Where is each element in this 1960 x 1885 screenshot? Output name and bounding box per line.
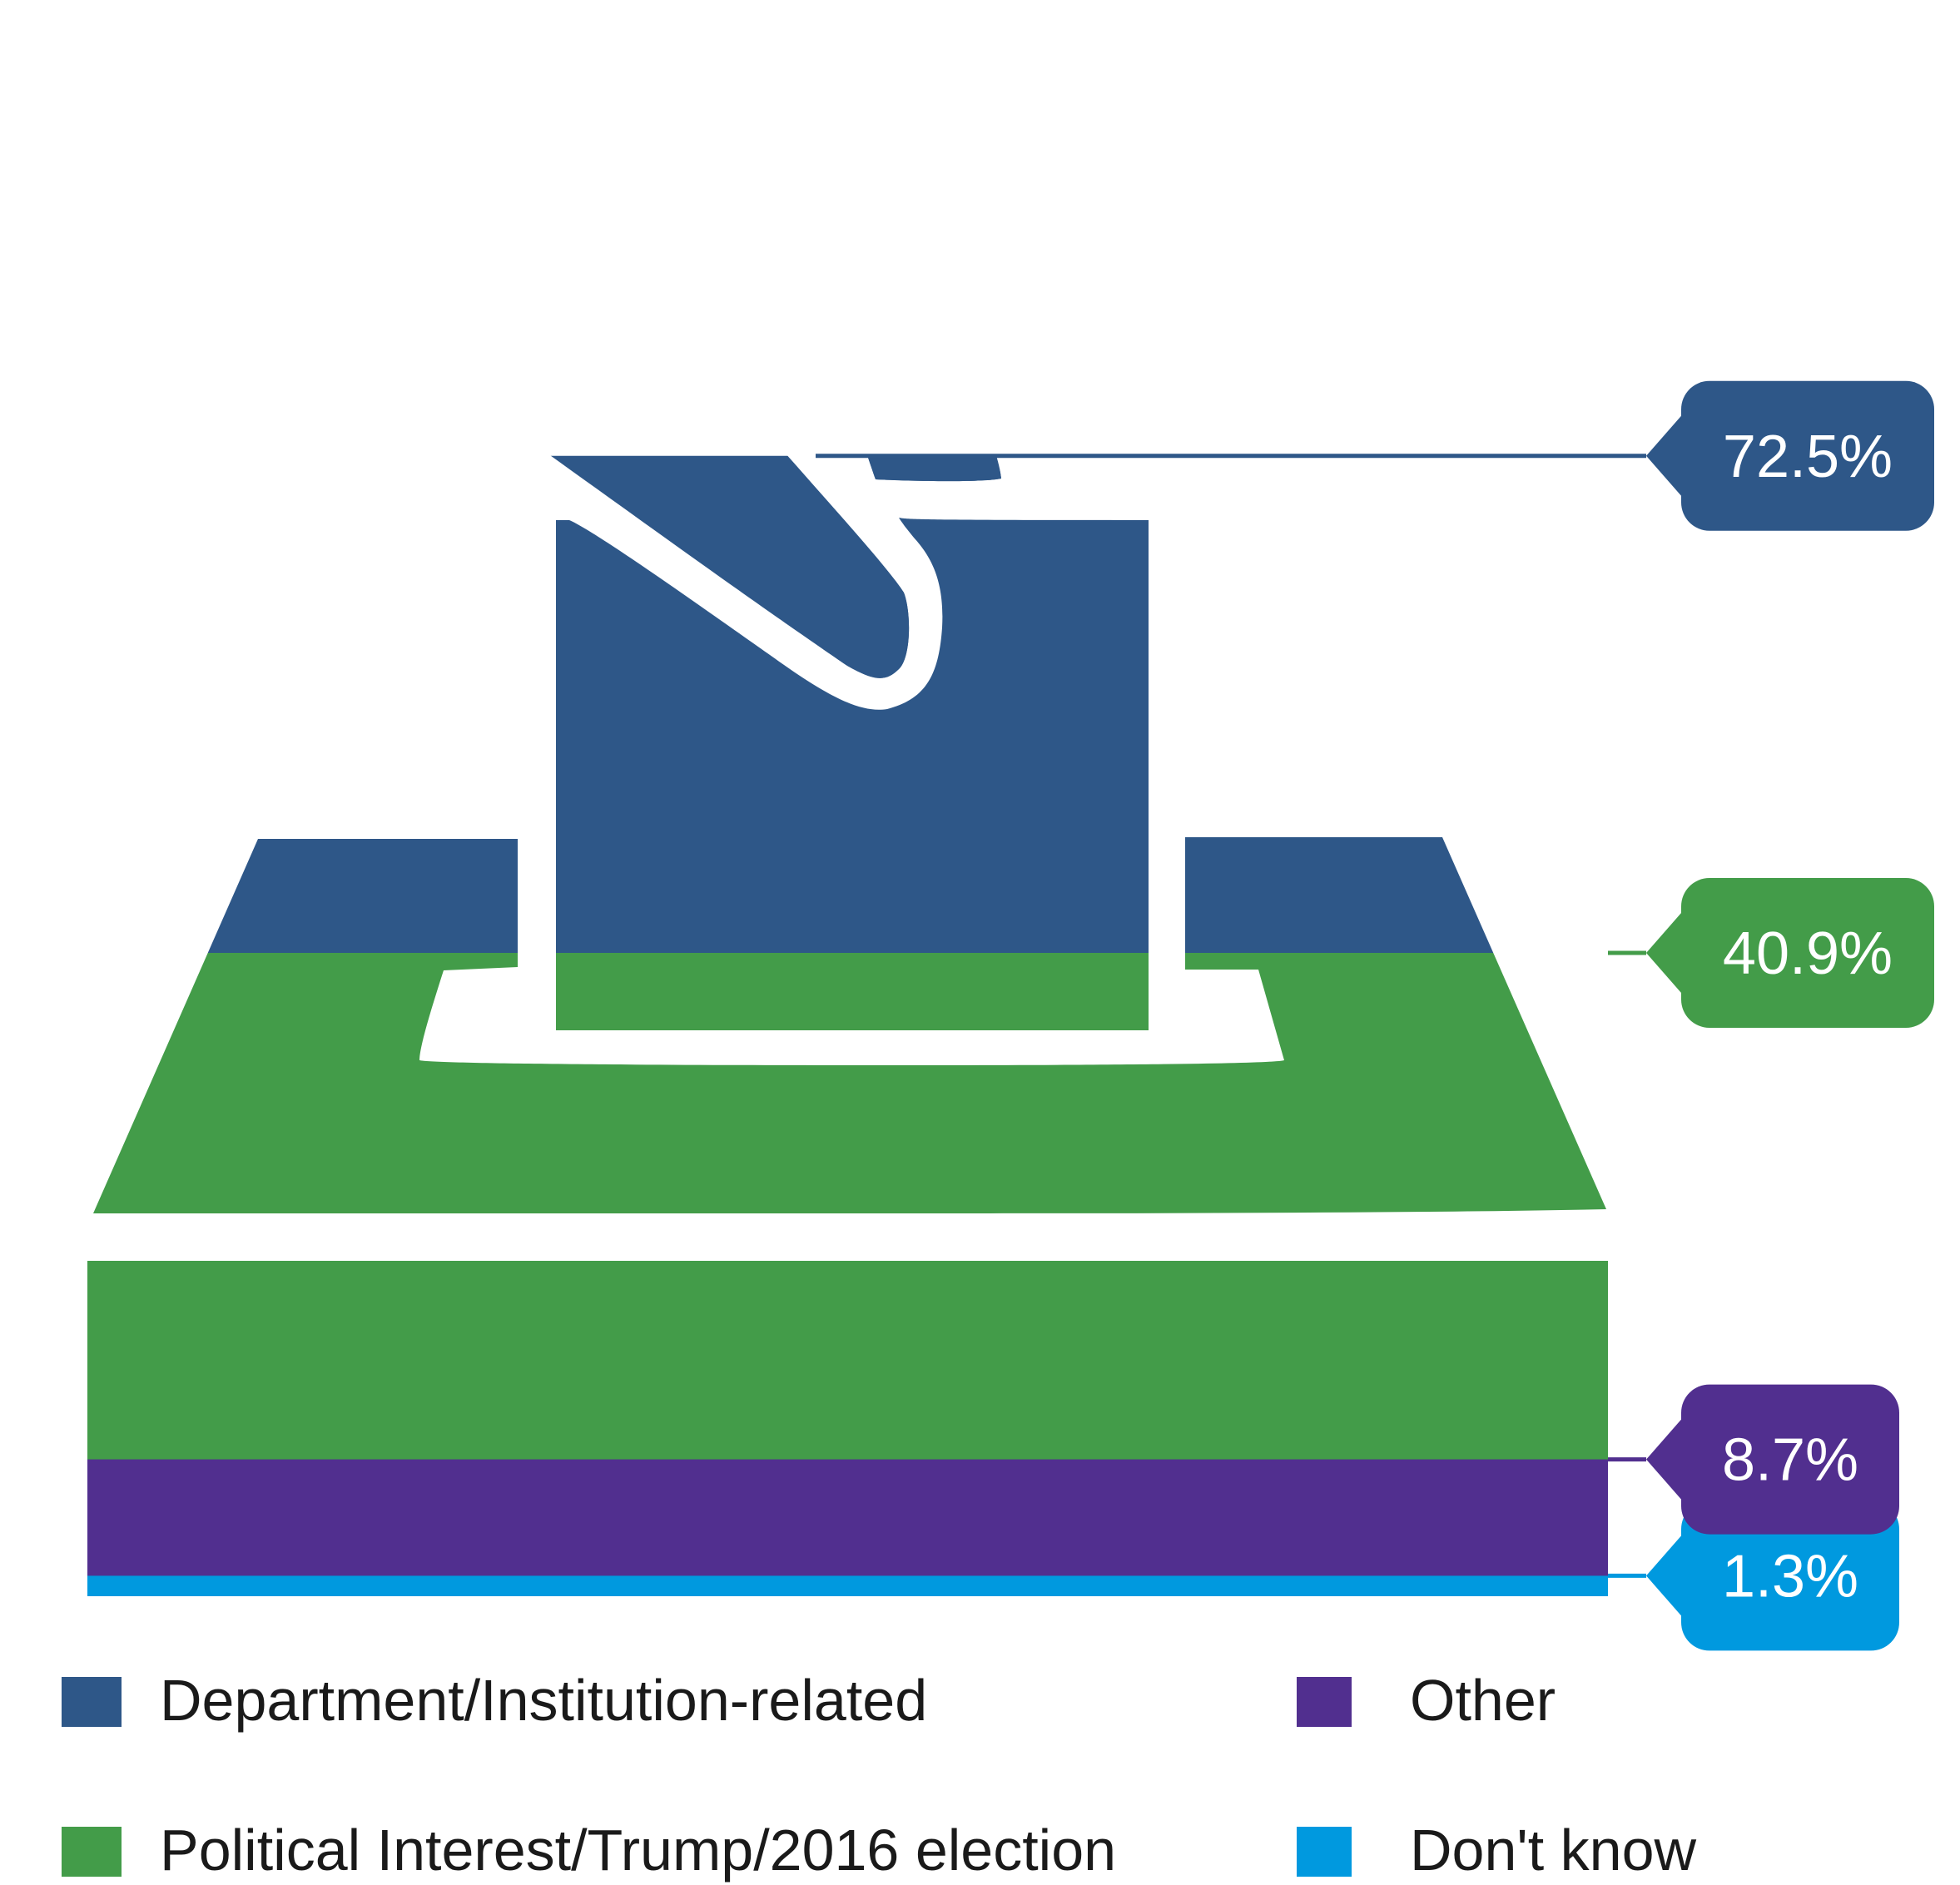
legend-label: Political Interest/Trump/2016 election [160, 1818, 1116, 1883]
band-don-t-know [0, 1575, 1960, 1596]
value-label: 8.7% [1722, 1427, 1858, 1494]
callout-box [1681, 1384, 1899, 1535]
callout-political-interest-trump-2016-election: 40.9% [1646, 877, 1934, 1028]
callout-pointer [1646, 1535, 1681, 1616]
callout-don-t-know: 1.3% [1646, 1501, 1899, 1651]
value-label: 40.9% [1723, 920, 1893, 987]
band-other [0, 1459, 1960, 1596]
legend-item-other: Other [1297, 1668, 1556, 1733]
value-callouts: 1.3% 8.7% 40.9% 72.5% [1646, 380, 1934, 1651]
callout-box [1681, 877, 1934, 1028]
legend-swatch [62, 1827, 122, 1877]
legend: Department/Institution-related Political … [62, 1668, 1697, 1883]
legend-label: Don't know [1410, 1818, 1697, 1883]
legend-swatch [62, 1677, 122, 1727]
callout-pointer [1646, 912, 1681, 993]
callout-box [1681, 380, 1934, 531]
legend-swatch [1297, 1677, 1352, 1727]
value-label: 72.5% [1723, 424, 1893, 490]
legend-swatch [1297, 1827, 1352, 1877]
callout-other: 8.7% [1646, 1384, 1899, 1535]
legend-item-department-institution-related: Department/Institution-related [62, 1668, 927, 1733]
icon-fill-bands [0, 455, 1960, 1596]
legend-item-political-interest-trump-2016-election: Political Interest/Trump/2016 election [62, 1818, 1116, 1883]
legend-label: Department/Institution-related [160, 1668, 927, 1733]
callout-box [1681, 1501, 1899, 1651]
leader-lines [816, 454, 1646, 1578]
callout-department-institution-related: 72.5% [1646, 380, 1934, 531]
legend-item-don-t-know: Don't know [1297, 1818, 1697, 1883]
value-label: 1.3% [1722, 1543, 1858, 1610]
callout-pointer [1646, 1419, 1681, 1500]
legend-label: Other [1410, 1668, 1556, 1733]
callout-pointer [1646, 415, 1681, 496]
